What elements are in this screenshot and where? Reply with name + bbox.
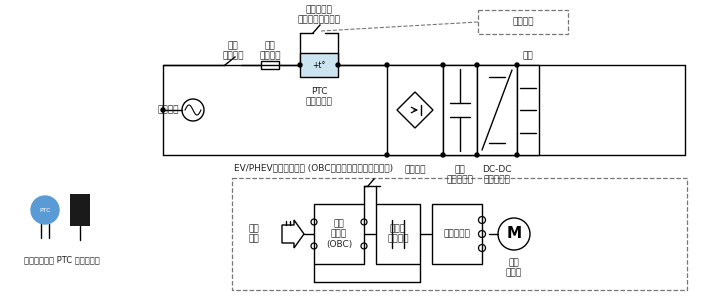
Text: 平滑
コンデンサ: 平滑 コンデンサ (447, 165, 473, 185)
Circle shape (475, 153, 479, 157)
Text: サイリスタ
（またはリレー）: サイリスタ （またはリレー） (297, 5, 341, 25)
Circle shape (441, 63, 445, 67)
Text: PTC
サーミスタ: PTC サーミスタ (306, 87, 332, 106)
Text: EV/PHEVの車載充電器 (OBC：オンボードチャージャ): EV/PHEVの車載充電器 (OBC：オンボードチャージャ) (234, 163, 393, 172)
Bar (517, 65, 539, 155)
Bar (232, 178, 687, 290)
Circle shape (385, 63, 389, 67)
Text: 負荷: 負荷 (523, 51, 533, 60)
Circle shape (441, 153, 445, 157)
Text: 駆動用
バッテリ: 駆動用 バッテリ (387, 224, 409, 244)
Circle shape (161, 108, 165, 112)
Bar (70, 194, 90, 226)
Text: +t°: +t° (313, 61, 326, 70)
Bar (387, 65, 443, 155)
Circle shape (475, 63, 479, 67)
Bar (477, 65, 517, 155)
Circle shape (298, 63, 302, 67)
Text: インバータ: インバータ (444, 229, 470, 238)
Bar (314, 204, 364, 264)
Bar (376, 204, 420, 264)
Bar (300, 53, 338, 77)
Circle shape (515, 63, 519, 67)
Circle shape (515, 153, 519, 157)
Text: 制御回路: 制御回路 (512, 17, 533, 26)
Text: PTC: PTC (39, 207, 50, 213)
Text: 車載
充電器
(OBC): 車載 充電器 (OBC) (326, 219, 352, 249)
Circle shape (385, 153, 389, 157)
Text: 商用
交流: 商用 交流 (249, 224, 259, 244)
Circle shape (31, 196, 59, 224)
Text: 突入電流防止 PTC サーミスタ: 突入電流防止 PTC サーミスタ (24, 255, 100, 264)
Text: M: M (506, 226, 522, 241)
Bar (478, 10, 568, 34)
Text: 電流
ヒューズ: 電流 ヒューズ (259, 41, 280, 61)
Bar (443, 65, 477, 155)
Text: 電源
スイッチ: 電源 スイッチ (222, 41, 244, 61)
Text: 整流回路: 整流回路 (404, 165, 426, 174)
Text: 駆動
モータ: 駆動 モータ (506, 258, 522, 278)
Circle shape (336, 63, 340, 67)
Bar (261, 61, 279, 69)
Text: DC-DC
コンバータ: DC-DC コンバータ (482, 165, 512, 185)
Text: 交流電源: 交流電源 (157, 105, 179, 114)
Bar (432, 204, 482, 264)
